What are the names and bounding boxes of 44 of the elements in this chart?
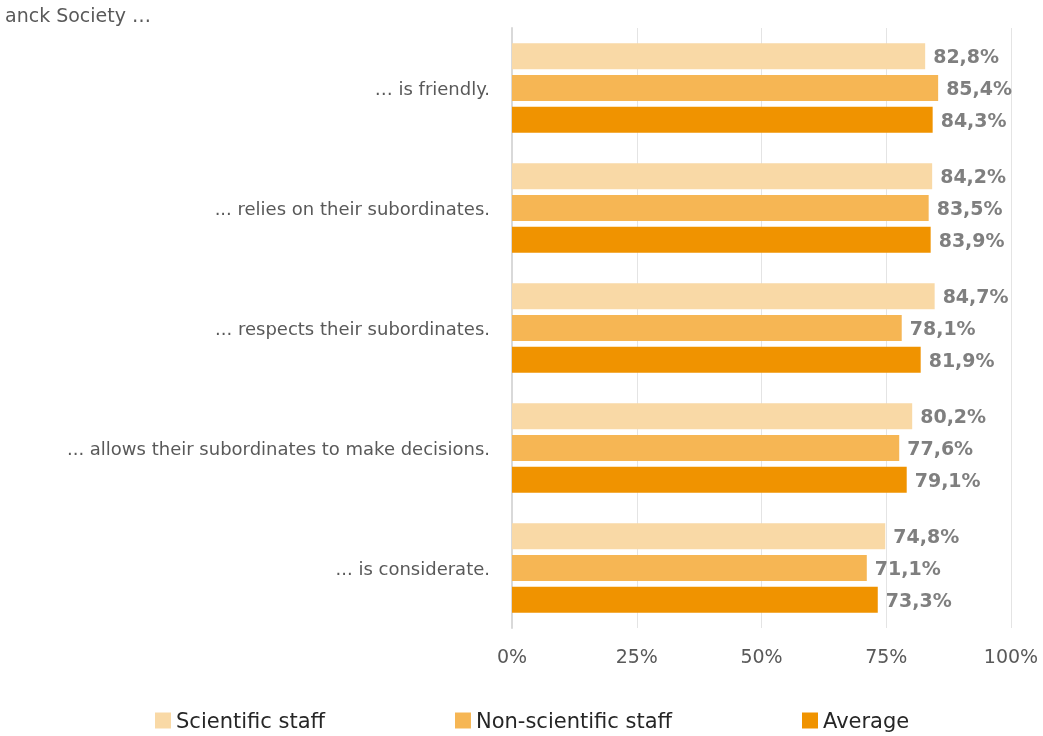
data-label: 84,2% <box>940 165 1007 188</box>
text: anck Society … <box>5 3 152 26</box>
bar <box>512 523 886 550</box>
data-label: 79,1% <box>914 468 981 491</box>
y-tick-label: ... respects their subordinates. <box>215 317 490 339</box>
x-tick-label: 100% <box>983 644 1039 667</box>
data-label: 82,8% <box>933 45 1000 68</box>
x-tick-label: 0% <box>496 644 528 667</box>
data-label: 83,5% <box>936 197 1003 219</box>
data-label: 84,3% <box>940 108 1007 131</box>
bar <box>512 466 907 493</box>
bar <box>512 315 902 341</box>
legend-label: Non-scientific staff <box>475 708 673 733</box>
bar <box>512 226 931 253</box>
bar <box>512 43 926 70</box>
y-tick-label: … is friendly. <box>374 77 490 99</box>
x-tick-label: 75% <box>865 644 908 667</box>
bar <box>512 403 913 430</box>
bar <box>512 195 929 221</box>
bar <box>512 163 933 190</box>
y-tick-label: ... is considerate. <box>335 557 490 579</box>
data-label: 71,1% <box>874 557 941 579</box>
bar <box>512 555 867 581</box>
bar <box>512 106 933 133</box>
y-tick-label: ... allows their subordinates to make decisions. <box>66 437 490 459</box>
data-label: 77,6% <box>907 437 974 459</box>
bar <box>512 75 939 101</box>
bar <box>512 346 921 373</box>
x-tick-label: 50% <box>740 644 783 667</box>
data-label: 85,4% <box>946 77 1013 99</box>
bar <box>512 586 878 613</box>
legend-label: Scientific staff <box>176 708 326 733</box>
x-tick-label: 25% <box>615 644 658 667</box>
legend-label: Average <box>822 708 910 733</box>
data-label: 80,2% <box>920 405 987 428</box>
y-tick-label: ... relies on their subordinates. <box>214 197 490 219</box>
data-label: 83,9% <box>938 228 1005 251</box>
data-label: 81,9% <box>928 348 995 371</box>
bar <box>512 435 900 461</box>
data-label: 74,8% <box>893 525 960 548</box>
data-label: 84,7% <box>942 285 1009 308</box>
bar <box>512 283 935 310</box>
data-label: 78,1% <box>909 317 976 339</box>
data-label: 73,3% <box>885 588 952 611</box>
